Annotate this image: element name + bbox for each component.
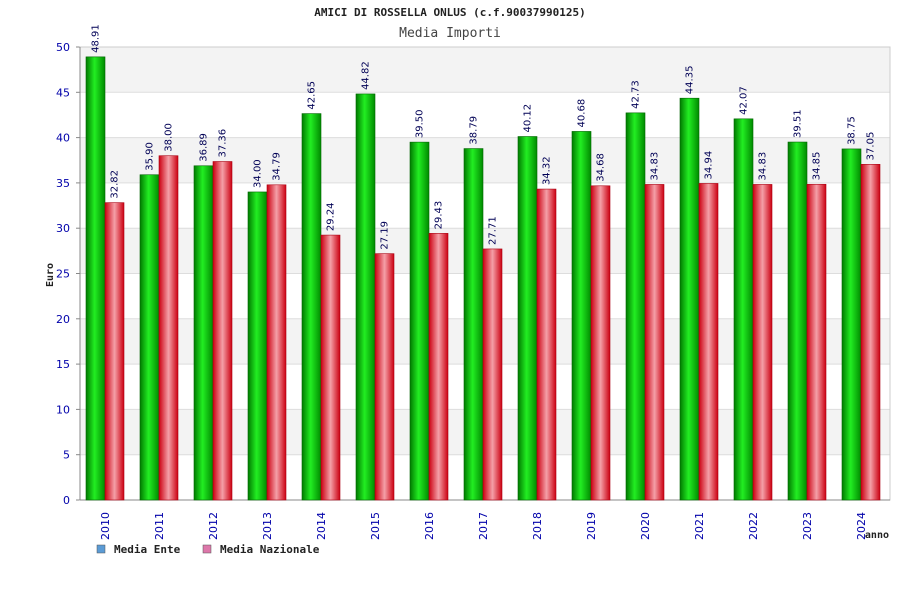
x-tick-label-2018: 2018 [531, 512, 544, 540]
value-label-media-ente-2010: 48.91 [91, 24, 102, 53]
value-label-media-ente-2011: 35.90 [145, 142, 156, 171]
bar-media-nazionale-2024 [860, 164, 881, 501]
x-tick-label-2021: 2021 [693, 512, 706, 540]
bar-media-nazionale-2012 [212, 161, 233, 501]
value-label-media-nazionale-2017: 27.71 [488, 216, 499, 245]
bar-media-nazionale-2019 [590, 185, 611, 501]
value-label-media-ente-2018: 40.12 [523, 104, 534, 133]
x-tick-label-2019: 2019 [585, 512, 598, 540]
value-label-media-nazionale-2022: 34.83 [758, 152, 769, 181]
legend-label-media-ente: Media Ente [114, 543, 181, 556]
bar-media-ente-2022 [733, 118, 754, 501]
bar-media-ente-2020 [625, 112, 646, 501]
value-label-media-nazionale-2010: 32.82 [110, 170, 121, 199]
value-label-media-nazionale-2018: 34.32 [542, 156, 553, 185]
grid-band [80, 47, 890, 93]
y-tick-label: 50 [56, 41, 70, 54]
y-tick-label: 20 [56, 313, 70, 326]
y-tick-label: 40 [56, 132, 70, 145]
chart-title: AMICI DI ROSSELLA ONLUS (c.f.90037990125… [314, 6, 586, 19]
value-label-media-nazionale-2011: 38.00 [164, 123, 175, 152]
x-tick-label-2013: 2013 [261, 512, 274, 540]
legend-label-media-nazionale: Media Nazionale [220, 543, 320, 556]
x-tick-label-2011: 2011 [153, 512, 166, 540]
bar-media-nazionale-2011 [158, 155, 179, 501]
bar-media-nazionale-2021 [698, 183, 719, 501]
value-label-media-nazionale-2023: 34.85 [812, 152, 823, 181]
value-label-media-ente-2017: 38.79 [469, 116, 480, 145]
value-label-media-ente-2023: 39.51 [793, 109, 804, 138]
bar-media-ente-2015 [355, 93, 376, 501]
value-label-media-nazionale-2024: 37.05 [866, 132, 877, 161]
legend-swatch-media-nazionale [202, 544, 212, 554]
value-label-media-ente-2012: 36.89 [199, 133, 210, 162]
bar-media-nazionale-2016 [428, 233, 449, 501]
x-tick-label-2024: 2024 [855, 512, 868, 540]
x-tick-label-2010: 2010 [99, 512, 112, 540]
x-tick-label-2015: 2015 [369, 512, 382, 540]
bar-media-ente-2021 [679, 97, 700, 501]
y-tick-label: 15 [56, 358, 70, 371]
bar-media-ente-2012 [193, 165, 214, 501]
grid-band [80, 92, 890, 138]
bar-media-nazionale-2014 [320, 234, 341, 501]
value-label-media-ente-2015: 44.82 [361, 61, 372, 90]
value-label-media-nazionale-2012: 37.36 [218, 129, 229, 158]
value-label-media-ente-2014: 42.65 [307, 81, 318, 110]
x-tick-label-2022: 2022 [747, 512, 760, 540]
bar-media-ente-2013 [247, 191, 268, 501]
bar-media-ente-2023 [787, 141, 808, 501]
bar-media-nazionale-2022 [752, 184, 773, 501]
value-label-media-nazionale-2016: 29.43 [434, 201, 445, 230]
bar-media-ente-2010 [85, 56, 106, 501]
bar-media-nazionale-2018 [536, 188, 557, 501]
y-tick-label: 25 [56, 268, 70, 281]
y-tick-label: 45 [56, 86, 70, 99]
value-label-media-ente-2022: 42.07 [739, 86, 750, 115]
x-tick-label-2023: 2023 [801, 512, 814, 540]
bar-media-ente-2011 [139, 174, 160, 501]
bar-media-nazionale-2020 [644, 184, 665, 501]
x-tick-label-2014: 2014 [315, 512, 328, 540]
value-label-media-ente-2020: 42.73 [631, 80, 642, 109]
x-tick-label-2017: 2017 [477, 512, 490, 540]
value-label-media-ente-2019: 40.68 [577, 99, 588, 128]
bar-media-nazionale-2010 [104, 202, 125, 501]
chart-subtitle: Media Importi [399, 26, 501, 41]
bar-media-ente-2019 [571, 131, 592, 501]
value-label-media-ente-2013: 34.00 [253, 159, 264, 188]
bar-media-nazionale-2023 [806, 183, 827, 501]
bar-media-nazionale-2015 [374, 253, 395, 501]
bar-media-ente-2018 [517, 136, 538, 501]
bar-media-ente-2016 [409, 141, 430, 501]
x-tick-label-2012: 2012 [207, 512, 220, 540]
value-label-media-ente-2021: 44.35 [685, 66, 696, 95]
y-axis-title: Euro [45, 263, 56, 287]
bar-media-ente-2024 [841, 148, 862, 501]
bar-media-ente-2017 [463, 148, 484, 501]
value-label-media-ente-2024: 38.75 [847, 116, 858, 145]
y-tick-label: 10 [56, 403, 70, 416]
value-label-media-nazionale-2014: 29.24 [326, 202, 337, 231]
bar-media-ente-2014 [301, 113, 322, 501]
bar-media-nazionale-2013 [266, 184, 287, 501]
value-label-media-nazionale-2013: 34.79 [272, 152, 283, 181]
value-label-media-nazionale-2019: 34.68 [596, 153, 607, 182]
x-axis-title: anno [865, 530, 889, 541]
x-tick-label-2016: 2016 [423, 512, 436, 540]
y-tick-label: 30 [56, 222, 70, 235]
x-tick-label-2020: 2020 [639, 512, 652, 540]
y-tick-label: 35 [56, 177, 70, 190]
legend-swatch-media-ente [96, 544, 106, 554]
y-tick-label: 5 [63, 449, 70, 462]
value-label-media-nazionale-2021: 34.94 [704, 151, 715, 180]
value-label-media-nazionale-2020: 34.83 [650, 152, 661, 181]
value-label-media-nazionale-2015: 27.19 [380, 221, 391, 250]
value-label-media-ente-2016: 39.50 [415, 109, 426, 138]
plot-area: 0 5 10 15 20 25 30 35 40 45 50 48.91 32.82 2010 35.90 3… [56, 24, 891, 540]
y-tick-label: 0 [63, 494, 70, 507]
legend: Media Ente Media Nazionale [96, 543, 320, 556]
bar-media-nazionale-2017 [482, 248, 503, 501]
